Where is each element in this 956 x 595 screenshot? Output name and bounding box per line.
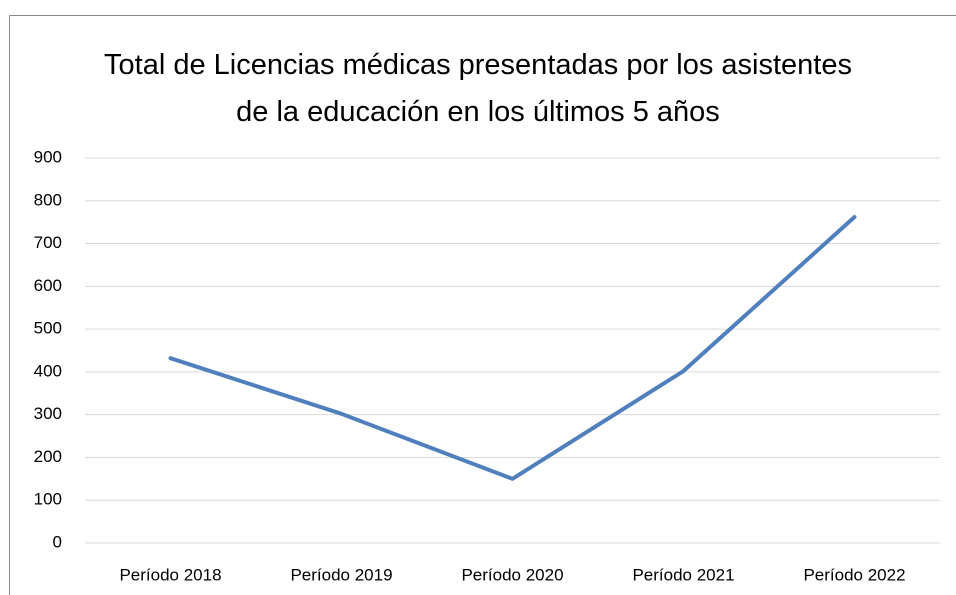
y-tick-label: 200 [34, 447, 62, 466]
y-tick-label: 0 [53, 532, 62, 551]
y-tick-label: 800 [34, 190, 62, 209]
y-tick-label: 400 [34, 361, 62, 380]
y-tick-label: 500 [34, 319, 62, 338]
y-tick-label: 700 [34, 233, 62, 252]
y-tick-label: 100 [34, 490, 62, 509]
x-tick-label: Período 2019 [290, 565, 392, 584]
x-tick-label: Período 2022 [803, 565, 905, 584]
x-tick-label: Período 2018 [119, 565, 221, 584]
x-tick-label: Período 2020 [461, 565, 563, 584]
data-line [168, 215, 857, 481]
y-tick-label: 600 [34, 276, 62, 295]
x-tick-label: Período 2021 [632, 565, 734, 584]
y-tick-label: 300 [34, 404, 62, 423]
y-tick-label: 900 [34, 147, 62, 166]
chart-title: Total de Licencias médicas presentadas p… [104, 49, 852, 128]
